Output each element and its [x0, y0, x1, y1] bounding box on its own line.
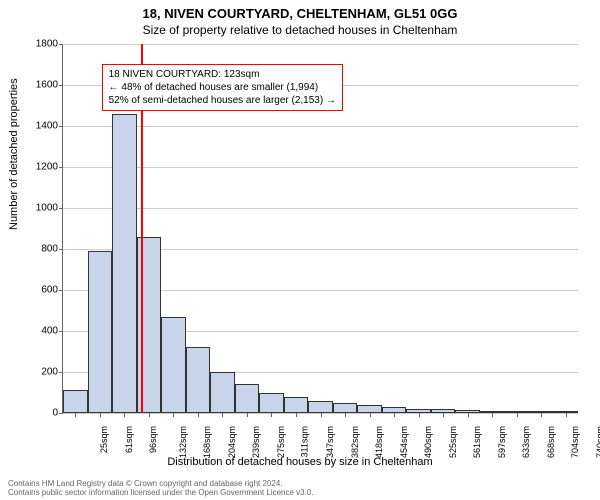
histogram-bar — [186, 347, 211, 413]
xtick-mark — [198, 413, 199, 417]
xtick-label: 96sqm — [148, 426, 158, 453]
xtick-mark — [321, 413, 322, 417]
grid-line — [63, 44, 578, 45]
xtick-label: 204sqm — [227, 426, 237, 458]
xtick-label: 275sqm — [276, 426, 286, 458]
ytick-mark — [59, 85, 63, 86]
xtick-label: 490sqm — [423, 426, 433, 458]
xtick-mark — [419, 413, 420, 417]
ytick-mark — [59, 290, 63, 291]
xtick-mark — [173, 413, 174, 417]
ytick-mark — [59, 167, 63, 168]
xtick-label: 525sqm — [448, 426, 458, 458]
grid-line — [63, 126, 578, 127]
xtick-label: 633sqm — [521, 426, 531, 458]
ytick-mark — [59, 208, 63, 209]
ytick-label: 1400 — [28, 121, 58, 132]
annotation-line: ← 48% of detached houses are smaller (1,… — [109, 81, 336, 94]
ytick-mark — [59, 331, 63, 332]
xtick-mark — [394, 413, 395, 417]
ytick-label: 400 — [28, 326, 58, 337]
xtick-mark — [541, 413, 542, 417]
histogram-bar — [137, 237, 162, 413]
histogram-bar — [259, 393, 284, 414]
xtick-mark — [149, 413, 150, 417]
xtick-label: 168sqm — [202, 426, 212, 458]
histogram-bar — [308, 401, 333, 413]
y-axis-label: Number of detached properties — [8, 78, 20, 230]
xtick-label: 597sqm — [497, 426, 507, 458]
xtick-mark — [517, 413, 518, 417]
xtick-label: 668sqm — [546, 426, 556, 458]
ytick-label: 200 — [28, 367, 58, 378]
ytick-label: 0 — [28, 408, 58, 419]
xtick-mark — [443, 413, 444, 417]
annotation-line: 18 NIVEN COURTYARD: 123sqm — [109, 68, 336, 81]
xtick-mark — [100, 413, 101, 417]
histogram-bar — [63, 390, 88, 413]
histogram-bar — [112, 114, 137, 413]
ytick-label: 1800 — [28, 39, 58, 50]
histogram-bar — [88, 251, 113, 413]
histogram-bar — [235, 384, 260, 413]
xtick-mark — [566, 413, 567, 417]
ytick-mark — [59, 44, 63, 45]
xtick-label: 25sqm — [99, 426, 109, 453]
ytick-label: 800 — [28, 244, 58, 255]
ytick-label: 600 — [28, 285, 58, 296]
footer-attribution: Contains HM Land Registry data © Crown c… — [8, 479, 314, 498]
histogram-bar — [357, 405, 382, 413]
xtick-mark — [492, 413, 493, 417]
ytick-mark — [59, 249, 63, 250]
xtick-mark — [271, 413, 272, 417]
xtick-mark — [222, 413, 223, 417]
xtick-label: 347sqm — [325, 426, 335, 458]
footer-line-1: Contains HM Land Registry data © Crown c… — [8, 479, 314, 489]
xtick-mark — [124, 413, 125, 417]
histogram-bar — [161, 317, 186, 413]
x-axis-label: Distribution of detached houses by size … — [0, 456, 600, 468]
footer-line-2: Contains public sector information licen… — [8, 488, 314, 498]
page-title: 18, NIVEN COURTYARD, CHELTENHAM, GL51 0G… — [0, 0, 600, 21]
xtick-label: 561sqm — [472, 426, 482, 458]
grid-line — [63, 208, 578, 209]
ytick-label: 1000 — [28, 203, 58, 214]
ytick-mark — [59, 413, 63, 414]
xtick-mark — [370, 413, 371, 417]
xtick-label: 132sqm — [178, 426, 188, 458]
xtick-label: 239sqm — [251, 426, 261, 458]
histogram-bar — [210, 372, 235, 413]
xtick-label: 454sqm — [399, 426, 409, 458]
grid-line — [63, 167, 578, 168]
page-subtitle: Size of property relative to detached ho… — [0, 21, 600, 37]
annotation-box: 18 NIVEN COURTYARD: 123sqm← 48% of detac… — [102, 64, 343, 111]
xtick-mark — [345, 413, 346, 417]
xtick-mark — [468, 413, 469, 417]
xtick-label: 740sqm — [595, 426, 600, 458]
xtick-mark — [75, 413, 76, 417]
histogram-bar — [333, 403, 358, 413]
xtick-mark — [296, 413, 297, 417]
annotation-line: 52% of semi-detached houses are larger (… — [109, 94, 336, 107]
xtick-label: 418sqm — [374, 426, 384, 458]
xtick-label: 382sqm — [350, 426, 360, 458]
ytick-label: 1600 — [28, 80, 58, 91]
ytick-mark — [59, 126, 63, 127]
histogram-chart: 18 NIVEN COURTYARD: 123sqm← 48% of detac… — [62, 44, 578, 414]
xtick-label: 61sqm — [124, 426, 134, 453]
xtick-label: 311sqm — [300, 426, 310, 457]
xtick-label: 704sqm — [570, 426, 580, 458]
ytick-mark — [59, 372, 63, 373]
ytick-label: 1200 — [28, 162, 58, 173]
histogram-bar — [284, 397, 309, 413]
xtick-mark — [247, 413, 248, 417]
